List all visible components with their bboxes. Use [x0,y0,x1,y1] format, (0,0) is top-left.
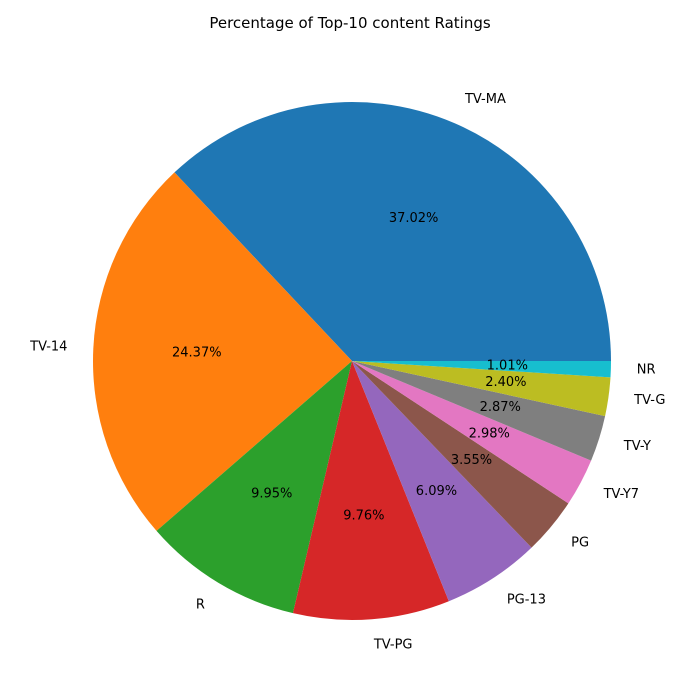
pie-category-label-r: R [196,597,205,612]
pie-slice-tv-y7 [352,361,592,504]
pie-slice-pg [352,361,569,548]
pie-category-label-tv-y7: TV-Y7 [603,487,639,502]
pie-value-label-tv-y: 2.87% [480,400,521,415]
pie-slice-nr [352,361,611,378]
pie-category-label-pg: PG [571,536,589,551]
pie-value-label-pg-13: 6.09% [416,484,457,499]
pie-category-label-pg-13: PG-13 [507,593,546,608]
pie-value-label-nr: 1.01% [487,358,528,373]
pie-slice-tv-y [352,361,606,461]
pie-value-label-pg: 3.55% [451,453,492,468]
pie-slice-pg-13 [352,361,532,602]
pie-category-label-nr: NR [637,363,656,378]
pie-category-label-tv-y: TV-Y [623,439,651,454]
pie-category-label-tv-14: TV-14 [29,339,67,354]
pie-slice-tv-g [352,361,611,417]
pie-category-label-tv-ma: TV-MA [464,92,506,107]
chart-title: Percentage of Top-10 content Ratings [209,14,491,32]
pie-value-label-tv-g: 2.40% [485,375,526,390]
pie-slice-r [156,361,352,614]
pie-value-label-tv-14: 24.37% [172,346,222,361]
pie-value-label-tv-pg: 9.76% [343,508,384,523]
pie-slice-tv-14 [92,172,352,531]
pie-value-label-r: 9.95% [251,487,292,502]
pie-category-label-tv-g: TV-G [633,393,665,408]
pie-value-label-tv-y7: 2.98% [469,426,510,441]
pie-slice-tv-ma [174,101,611,362]
pie-slice-tv-pg [292,361,449,620]
pie-category-label-tv-pg: TV-PG [373,638,413,653]
pie-value-label-tv-ma: 37.02% [389,211,439,226]
